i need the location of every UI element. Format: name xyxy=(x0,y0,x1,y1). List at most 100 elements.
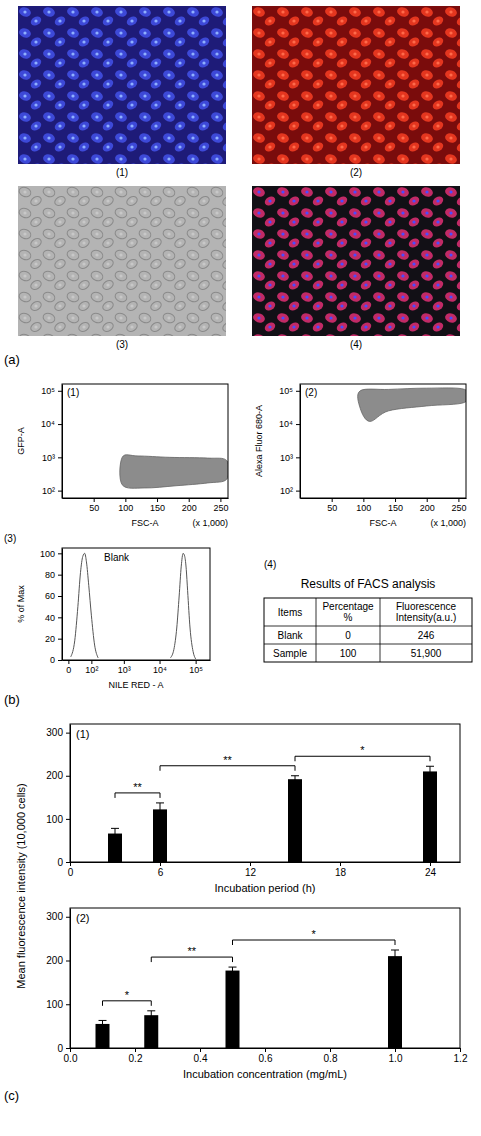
tick-label: 150 xyxy=(388,503,403,513)
tick-mark xyxy=(160,660,161,664)
y-axis: 0 20 40 60 80 100 xyxy=(40,549,63,666)
tick-mark xyxy=(66,733,70,734)
tick-mark xyxy=(58,596,62,597)
tick: 0.6 xyxy=(259,1048,273,1064)
x-axis-note: (x 1,000) xyxy=(192,518,228,528)
tick: 20 xyxy=(45,634,62,644)
x-axis-title: Incubation period (h) xyxy=(215,882,316,894)
tick-label: 100 xyxy=(46,999,63,1010)
tick-label: 80 xyxy=(45,570,55,580)
tick-label: 10⁴ xyxy=(279,419,293,429)
tick-mark xyxy=(58,575,62,576)
tick-label: 10² xyxy=(280,486,293,496)
point-cloud xyxy=(358,388,466,422)
tick: 200 xyxy=(420,498,435,513)
tick-label: 60 xyxy=(45,591,55,601)
figure-label: (a) xyxy=(4,352,20,367)
panel-label: (1) xyxy=(67,387,79,398)
bar xyxy=(144,1015,158,1048)
figure-label: (b) xyxy=(4,692,20,707)
tick-mark xyxy=(58,553,62,554)
tick-mark xyxy=(58,491,62,492)
error-bar xyxy=(156,803,164,816)
y-axis-title: GFP-A xyxy=(16,427,26,455)
tick-mark xyxy=(66,1004,70,1005)
x-axis-title: Incubation concentration (mg/mL) xyxy=(183,1068,347,1080)
tick-mark xyxy=(94,498,95,502)
histogram-line xyxy=(170,553,195,659)
tick-mark xyxy=(70,862,71,866)
tick: 10³ xyxy=(42,453,62,463)
tick-label: 100 xyxy=(46,814,63,825)
tick: 0 xyxy=(50,655,62,665)
plot-marks xyxy=(96,950,403,1048)
tick-mark xyxy=(70,1048,71,1052)
tick-label: 0 xyxy=(68,867,74,878)
y-axis: 0100200300 xyxy=(46,725,70,868)
text-line: Percentage xyxy=(322,601,374,612)
text-line: Items xyxy=(278,607,302,618)
tick-mark xyxy=(58,639,62,640)
tick: 0.4 xyxy=(194,1048,208,1064)
tick: 50 xyxy=(89,498,99,513)
tick-mark xyxy=(427,498,428,502)
bar xyxy=(96,1024,110,1048)
tick-mark xyxy=(296,424,300,425)
y-axis: 0100200300 xyxy=(46,909,70,1054)
text-line: Intensity(a.u.) xyxy=(396,612,457,623)
tick-label: 40 xyxy=(45,613,55,623)
bar xyxy=(423,771,437,862)
tick-mark xyxy=(66,917,70,918)
tick-label: 50 xyxy=(89,503,99,513)
plot-marks xyxy=(120,455,228,488)
tick: 10⁴ xyxy=(153,660,167,675)
tick-label: 10³ xyxy=(280,453,293,463)
tick-mark xyxy=(340,862,341,866)
tick-mark xyxy=(458,498,459,502)
significance-label: * xyxy=(360,744,365,756)
tick: 100 xyxy=(40,549,62,559)
y-axis: 10²10³10⁴10⁵ xyxy=(279,385,300,499)
bar xyxy=(288,779,302,862)
tick-label: 50 xyxy=(327,503,337,513)
tick-label: 10² xyxy=(85,665,98,675)
tick: 0 xyxy=(57,857,70,868)
y-axis-title: % of Max xyxy=(16,585,26,623)
text-line: Fluorescence xyxy=(396,601,456,612)
tick-mark xyxy=(196,660,197,664)
error-bar xyxy=(229,967,237,974)
tick-label: 0.2 xyxy=(129,1053,143,1064)
tick-mark xyxy=(189,498,190,502)
table-cell: 246 xyxy=(418,630,435,641)
error-bar xyxy=(99,1020,107,1027)
tick-label: 20 xyxy=(45,634,55,644)
x-axis-note: (x 1,000) xyxy=(430,518,466,528)
tick: 250 xyxy=(213,498,228,513)
tick-label: 300 xyxy=(46,727,63,738)
micrographs: (1)(2)(3)(4) xyxy=(18,6,460,350)
error-bar xyxy=(111,828,119,838)
error-bar xyxy=(426,766,434,776)
tick: 200 xyxy=(182,498,197,513)
table-cell: Blank xyxy=(277,630,303,641)
figure-label: (c) xyxy=(4,1088,19,1103)
tick-label: 10³ xyxy=(118,665,131,675)
x-axis: 06121824 xyxy=(68,862,461,878)
tick-mark xyxy=(125,498,126,502)
tick: 6 xyxy=(158,862,164,878)
tick: 24 xyxy=(425,862,437,878)
panel-label: (2) xyxy=(305,387,317,398)
figure: (1)(2)(3)(4)(a)5010015020025010²10³10⁴10… xyxy=(0,0,481,1136)
tick-label: 0 xyxy=(66,665,71,675)
tick-mark xyxy=(58,617,62,618)
tick-label: 250 xyxy=(213,503,228,513)
tick: 0 xyxy=(68,862,74,878)
plot-marks xyxy=(358,388,466,422)
tick: 100 xyxy=(118,498,133,513)
tick-mark xyxy=(66,862,70,863)
tick-label: 0.4 xyxy=(194,1053,208,1064)
tick-mark xyxy=(296,491,300,492)
table-rule xyxy=(264,644,472,645)
tick-label: 12 xyxy=(245,867,257,878)
x-axis: 50100150200250 xyxy=(301,498,467,513)
